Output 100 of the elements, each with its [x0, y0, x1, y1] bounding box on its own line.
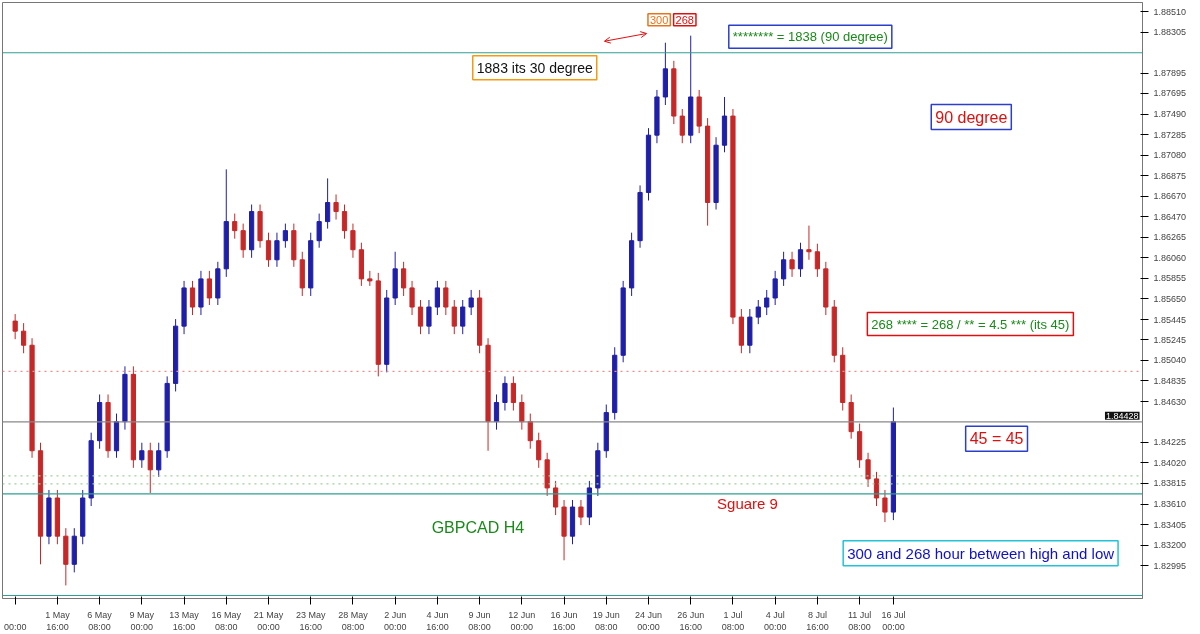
y-tick-label: 1.84835 [1153, 375, 1187, 386]
x-tick-label: 11 Jul 08:00 [847, 609, 872, 632]
candlestick [451, 299, 457, 335]
x-tick-label: 4 Jun 16:00 [426, 609, 449, 632]
y-tick-label: 1.88510 [1153, 6, 1187, 17]
candlestick [443, 280, 449, 316]
candlestick [206, 270, 212, 306]
annotation: 300 and 268 hour between high and low [847, 544, 1115, 562]
annotation: 268 **** = 268 / ** = 4.5 *** (its 45) [871, 316, 1070, 332]
candlestick [232, 213, 238, 240]
candlestick [434, 280, 440, 316]
x-tick-label: 16 Jun 16:00 [550, 609, 578, 632]
candlestick [814, 243, 820, 278]
candlestick [679, 108, 685, 144]
x-tick-label: 23 May 16:00 [295, 609, 326, 632]
candlestick [882, 489, 888, 523]
candlestick [797, 242, 804, 278]
annotation: 90 degree [935, 108, 1008, 126]
candlestick [536, 432, 542, 469]
ref-line-label: 1.84428 [1105, 410, 1139, 421]
y-tick-label: 1.87895 [1153, 68, 1187, 79]
candlestick [502, 375, 508, 412]
x-tick-label: 16 Jul 00:00 [881, 609, 906, 632]
annotation: Sguare 9 [717, 494, 778, 512]
y-tick-label: 1.86060 [1153, 252, 1187, 263]
y-tick-label: 1.86265 [1153, 232, 1187, 243]
y-tick-label: 1.87490 [1153, 109, 1187, 120]
candlestick [333, 193, 339, 221]
candlestick [755, 299, 761, 325]
x-tick-label: 6 May 08:00 [87, 609, 113, 632]
candlestick [806, 225, 812, 261]
candlestick [772, 270, 778, 306]
y-tick-label: 1.82995 [1153, 560, 1187, 571]
annotation: 45 = 45 [969, 430, 1024, 448]
candlestick [789, 251, 795, 278]
candlestick [341, 204, 348, 240]
x-tick-label: 9 May 00:00 [129, 609, 155, 632]
candlestick [764, 289, 770, 316]
y-tick-label: 1.84225 [1153, 437, 1187, 448]
x-tick-label: 13 May 16:00 [169, 609, 200, 632]
candlestick [510, 375, 516, 412]
annotation: ******** = 1838 (90 degree) [732, 29, 888, 45]
y-tick-label: 1.83610 [1153, 499, 1187, 510]
candlestick [401, 261, 407, 297]
y-tick-label: 1.83815 [1153, 478, 1187, 489]
y-tick-label: 1.84630 [1153, 396, 1187, 407]
y-tick-label: 1.83200 [1153, 540, 1187, 551]
candlestick [460, 299, 466, 335]
candlestick [781, 251, 787, 287]
candlestick [274, 232, 280, 268]
x-tick-label: 12 Jun 00:00 [508, 609, 536, 632]
candlestick [519, 393, 525, 431]
x-tick-label: 4 Jul 00:00 [763, 609, 787, 632]
x-tick-label: 1 May 16:00 [45, 609, 71, 632]
annotation: 300 [649, 13, 669, 26]
x-tick-label: 26 Jun 16:00 [677, 609, 705, 632]
candlestick [865, 452, 871, 488]
candlestick [265, 232, 272, 268]
candlestick [139, 442, 145, 469]
y-tick-label: 1.87695 [1153, 88, 1187, 99]
x-tick-label: 19 Jun 08:00 [592, 609, 620, 632]
x-tick-label: 2 Jun 00:00 [383, 609, 407, 632]
y-tick-label: 1.87080 [1153, 150, 1187, 161]
candlestick [417, 299, 424, 335]
annotation: GBPCAD H4 [431, 518, 525, 536]
candlestick [578, 499, 584, 526]
y-tick-label: 1.84020 [1153, 457, 1187, 468]
y-tick-label: 1.86875 [1153, 170, 1187, 181]
candlestick [325, 177, 331, 230]
candlestick [468, 289, 474, 316]
candlestick [21, 322, 27, 354]
y-tick-label: 1.85650 [1153, 293, 1187, 304]
candlestick [553, 480, 559, 516]
x-tick-label: 1 Jul 08:00 [721, 609, 745, 632]
annotation: 268 [675, 13, 694, 26]
candlestick [316, 213, 322, 249]
y-tick-label: 1.83405 [1153, 519, 1187, 530]
y-tick-label: 1.85040 [1153, 355, 1187, 366]
y-tick-label: 1.85245 [1153, 334, 1187, 345]
x-tick-label: 8 Jul 16:00 [806, 609, 829, 632]
y-tick-label: 1.87285 [1153, 129, 1187, 140]
candlestick [282, 223, 288, 249]
y-tick-label: 1.86470 [1153, 211, 1187, 222]
candlestick [426, 299, 432, 335]
x-tick-label: 00:00 [3, 621, 27, 632]
candlestick [527, 413, 533, 450]
candlestick [189, 280, 196, 316]
candlestick [409, 280, 415, 316]
candlestick [350, 223, 356, 259]
x-tick-label: 9 Jun 08:00 [468, 609, 491, 632]
candlestick [156, 442, 162, 478]
candlestick [493, 393, 500, 431]
y-tick-label: 1.85855 [1153, 273, 1187, 284]
candlestick [12, 313, 18, 340]
y-tick-label: 1.86670 [1153, 191, 1187, 202]
y-tick-label: 1.85445 [1153, 314, 1187, 325]
candlestick [147, 442, 153, 494]
x-tick-label: 24 Jun 00:00 [634, 609, 663, 632]
x-tick-label: 16 May 08:00 [211, 609, 242, 632]
x-tick-label: 21 May 00:00 [253, 609, 284, 632]
